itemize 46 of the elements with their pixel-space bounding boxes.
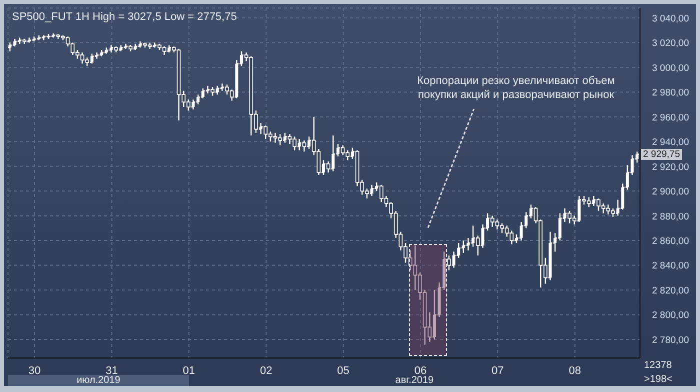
- chart-title: SP500_FUT 1H High = 3027,5 Low = 2775,75: [12, 11, 237, 23]
- y-tick-label: 2 940,00: [652, 137, 689, 148]
- text: июл.2019: [8, 375, 189, 386]
- candlestick: [22, 38, 27, 44]
- candlestick: [99, 49, 104, 57]
- x-tick-label: 05: [337, 364, 350, 377]
- candlestick: [36, 34, 42, 41]
- text: 12378: [644, 360, 672, 371]
- y-tick-label: 2 780,00: [652, 334, 689, 346]
- x-tick-label: 07: [492, 364, 504, 377]
- y-tick-label: 3 020,00: [652, 38, 689, 50]
- candlestick: [50, 32, 56, 38]
- y-tick-label: 2 820,00: [652, 285, 689, 296]
- candlestick: [156, 43, 162, 51]
- y-tick-label: 2 900,00: [652, 186, 689, 198]
- candlestick: [26, 37, 32, 44]
- y-tick-label: 2 840,00: [652, 260, 689, 272]
- y-tick-label: 2 800,00: [652, 310, 689, 322]
- candlestick: [17, 37, 22, 44]
- y-tick-label: 2 920,00: [652, 162, 689, 173]
- candlestick: [272, 132, 278, 144]
- text: 2 929,75: [641, 148, 682, 160]
- x-tick-label: 01: [182, 364, 196, 377]
- y-tick-label: 3 000,00: [652, 62, 689, 74]
- x-tick-label: 08: [568, 364, 581, 377]
- y-tick-label: 2 960,00: [652, 112, 689, 124]
- x-tick-label: 06: [414, 364, 427, 377]
- candlestick: [104, 46, 109, 54]
- x-tick-label: 02: [260, 364, 272, 377]
- candlestick: [138, 40, 143, 48]
- y-tick-label: 2 980,00: [652, 88, 689, 99]
- y-tick-label: 2 860,00: [652, 236, 689, 248]
- candlestick: [147, 42, 152, 50]
- candlestick: [118, 44, 124, 52]
- candlestick: [152, 42, 158, 48]
- annotation: Корпорации резко увеличивают объем покупки акций и разворачивают рынок: [416, 74, 616, 102]
- x-tick-label: 30: [28, 364, 41, 377]
- y-tick-label: 2 880,00: [652, 211, 689, 222]
- candlestick: [132, 43, 138, 51]
- y-tick-label: 3 040,00: [652, 13, 689, 24]
- text: авг.2019: [394, 375, 435, 386]
- x-tick-label: 31: [106, 364, 118, 377]
- candlestick: [128, 44, 134, 52]
- candlestick: [56, 33, 61, 40]
- candlestick: [114, 46, 119, 54]
- text: >198<: [644, 374, 672, 385]
